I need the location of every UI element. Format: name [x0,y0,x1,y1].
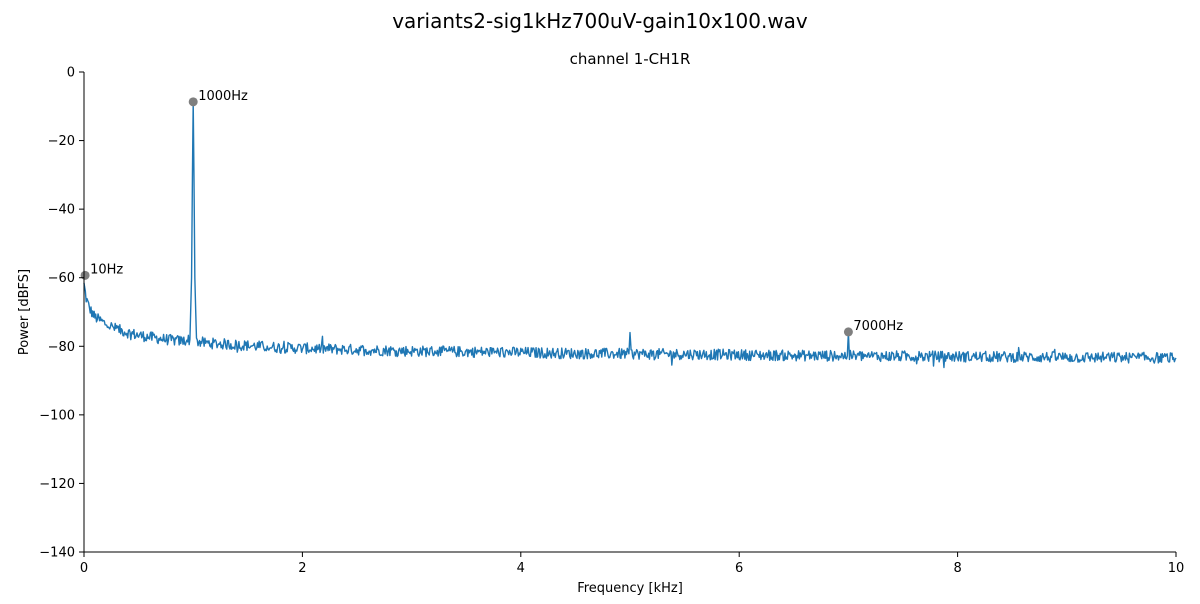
series-line-0 [83,101,1177,369]
peak-marker-0 [80,270,90,280]
plot-area: 10Hz 1000Hz 7000Hz [80,89,1177,369]
chart-subtitle: channel 1-CH1R [570,50,691,68]
y-tick-label-3: −60 [48,271,75,286]
x-tick-label-1: 2 [298,561,306,576]
x-tick-label-0: 0 [80,561,88,576]
peak-label-2: 7000Hz [853,319,903,334]
x-tick-label-3: 6 [735,561,743,576]
peak-label-1: 1000Hz [198,89,248,104]
x-tick-label-5: 10 [1168,561,1185,576]
y-tick-label-1: −20 [48,134,75,149]
chart-title: variants2-sig1kHz700uV-gain10x100.wav [392,9,808,33]
y-tick-label-0: 0 [67,66,75,81]
y-axis-label: Power [dBFS] [17,269,32,355]
y-tick-label-7: −140 [39,546,75,561]
y-tick-label-5: −100 [39,408,75,423]
axes: 0 2 4 6 8 10 0 −20 −40 −60 −80 −100 −120 −140 [39,66,1184,577]
peak-marker-1 [188,97,198,107]
peak-marker-2 [843,327,853,337]
y-tick-label-4: −80 [48,340,75,355]
y-tick-label-6: −120 [39,477,75,492]
peak-label-0: 10Hz [90,262,123,277]
x-tick-label-2: 4 [517,561,525,576]
x-axis-label: Frequency [kHz] [577,581,683,596]
x-tick-label-4: 8 [953,561,961,576]
y-tick-label-2: −40 [48,203,75,218]
